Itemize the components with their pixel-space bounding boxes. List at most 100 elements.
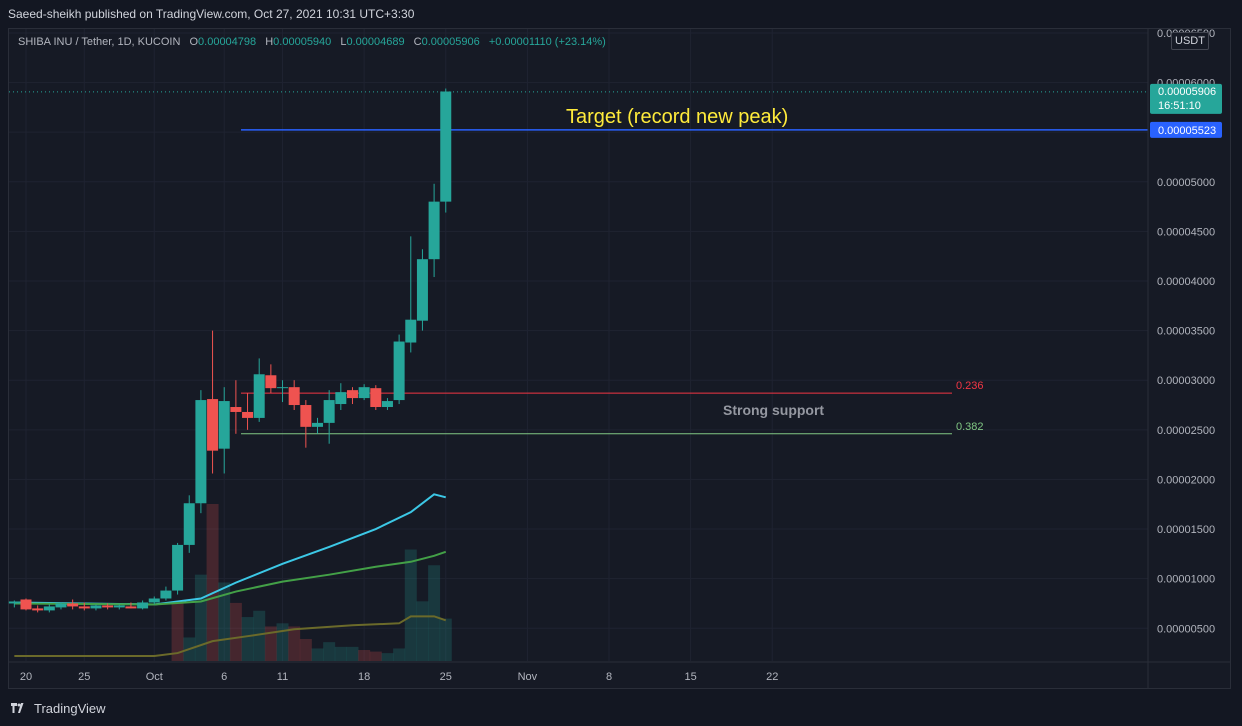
price-tick-label: 0.00001000 (1157, 574, 1215, 586)
volume-bar (264, 626, 277, 661)
price-tick-label: 0.00003500 (1157, 326, 1215, 338)
publisher-text: Saeed-sheikh published on TradingView.co… (8, 7, 415, 21)
candle-body (253, 374, 265, 418)
candle-body (370, 388, 382, 408)
tradingview-logo-icon (11, 703, 24, 713)
time-tick-label: 25 (78, 671, 90, 683)
price-tick-label: 0.00002000 (1157, 474, 1215, 486)
symbol-label[interactable]: SHIBA INU / Tether, 1D, KUCOIN (18, 36, 181, 48)
candle-body (195, 400, 207, 504)
volume-bar (346, 646, 359, 661)
target-annotation: Target (record new peak) (566, 106, 788, 128)
candle-body (405, 319, 417, 343)
volume-bar (369, 651, 382, 661)
header-bar: Saeed-sheikh published on TradingView.co… (0, 0, 1242, 28)
candle-body (346, 390, 358, 399)
candle-body (78, 606, 90, 609)
candle-body (288, 387, 300, 406)
candle-body (67, 603, 79, 607)
volume-bar (439, 618, 452, 661)
time-tick-label: Nov (518, 671, 538, 683)
candle-body (358, 387, 370, 399)
candle-body (381, 401, 393, 408)
candle-body (43, 606, 55, 611)
target-price-tag (1150, 121, 1222, 138)
low-label: L (340, 36, 347, 48)
time-tick-label: Oct (146, 671, 163, 683)
candle-body (125, 606, 137, 609)
volume-bar (334, 646, 347, 661)
time-tick-label: 25 (440, 671, 452, 683)
grid-lines (9, 29, 1148, 661)
support-annotation: Strong support (723, 402, 824, 418)
candle-body (393, 341, 405, 401)
annotations: Target (record new peak) Strong support (566, 106, 824, 418)
candle-body (300, 405, 312, 427)
volume-bar (323, 642, 336, 661)
high-value: 0.00005940 (273, 36, 332, 48)
last-price-label: 0.00005906 (1158, 86, 1216, 98)
moving-average-line (14, 550, 447, 606)
volume-bar (229, 602, 242, 661)
candle-body (20, 599, 32, 610)
candle-body (148, 598, 160, 603)
candle-body (55, 603, 67, 608)
price-tick-label: 0.00005000 (1157, 177, 1215, 189)
time-tick-label: 11 (277, 671, 288, 683)
candle-body (90, 605, 102, 609)
volume-bar (428, 565, 441, 661)
candle-body (416, 259, 428, 321)
candle-body (32, 608, 44, 611)
close-value: 0.00005906 (421, 36, 480, 48)
last-price-tag (1150, 83, 1222, 114)
volume-bar (253, 610, 266, 661)
volume-bar (241, 617, 254, 661)
high-label: H (265, 36, 274, 48)
time-tick-label: 8 (606, 671, 612, 683)
time-tick-label: 20 (20, 671, 32, 683)
tradingview-logo[interactable]: TradingView (10, 701, 106, 716)
candle-body (160, 590, 172, 599)
volume-bar (393, 648, 406, 661)
change-value: +0.00001110 (+23.14%) (488, 36, 606, 48)
candle-body (230, 407, 242, 412)
price-tick-label: 0.00001500 (1157, 524, 1215, 536)
tradingview-brand: TradingView (34, 701, 106, 716)
price-tick-label: 0.00002500 (1157, 425, 1215, 437)
countdown-label: 16:51:10 (1158, 100, 1201, 112)
volume-bar (206, 504, 219, 661)
candle-body (428, 201, 440, 260)
open-value: 0.00004798 (198, 36, 257, 48)
volume-bar (218, 582, 231, 661)
volume-bar (194, 574, 207, 661)
volume-bar (358, 650, 371, 661)
volume-bar (171, 601, 184, 661)
volume-bar (416, 601, 429, 661)
time-tick-label: 22 (766, 671, 778, 683)
candle-body (265, 375, 277, 389)
candle-body (172, 544, 184, 591)
candle-body (335, 392, 347, 405)
candle-body (137, 602, 149, 609)
candle-body (102, 605, 114, 608)
volume-bar (276, 623, 289, 661)
time-tick-label: 18 (358, 671, 370, 683)
volume-bar (288, 626, 301, 661)
candle-body (207, 399, 219, 451)
time-axis: 20 25 Oct 6 11 18 25 Nov 8 15 22 (8, 661, 1231, 683)
candle-body (323, 400, 335, 423)
currency-button[interactable]: USDT (1171, 32, 1209, 50)
horizontal-levels: 0.236 0.382 (9, 91, 1148, 435)
moving-average-line (14, 615, 447, 658)
volume-bar (299, 639, 312, 661)
price-axis: 0.000065000.000060000.000055000.00005000… (1147, 28, 1222, 689)
ohlc-legend: SHIBA INU / Tether, 1D, KUCOIN O0.000047… (18, 36, 606, 48)
volume-bars (171, 504, 452, 661)
footer-bar (0, 690, 1242, 726)
price-tick-label: 0.00004500 (1157, 226, 1215, 238)
candle-body (242, 411, 254, 418)
volume-bar (311, 648, 324, 661)
target-price-label: 0.00005523 (1158, 125, 1216, 137)
close-label: C (413, 36, 422, 48)
